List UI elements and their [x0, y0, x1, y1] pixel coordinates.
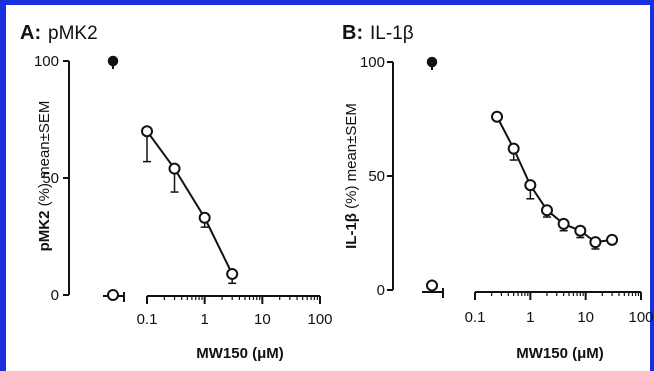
panel-a-letter: A:	[20, 22, 41, 44]
panel-a-ylabel-rest: (%) mean±SEM	[36, 101, 53, 211]
panel-b-control-point-filled	[426, 56, 438, 68]
panel-b-x-tick-label: 0.1	[465, 309, 486, 326]
panel-a-xlabel: MW150 (μM)	[196, 345, 284, 362]
panel-b-xlabel: MW150 (μM)	[516, 345, 604, 362]
panel-a-data-point	[226, 267, 239, 280]
panel-a-ylabel-bold: pMK2	[36, 211, 53, 252]
panel-a-data-point	[141, 125, 153, 138]
panel-a-title: pMK2	[48, 23, 98, 44]
panel-b-data-point	[557, 217, 570, 230]
panel-b-data-point	[491, 110, 504, 123]
frame-left-border	[0, 0, 6, 371]
panel-a-data-point	[198, 211, 211, 224]
panel-b-ylabel-rest: (%) mean±SEM	[343, 103, 360, 213]
panel-b-x-tick-label: 10	[577, 309, 594, 326]
panel-a-y-tick-label: 100	[34, 53, 59, 70]
panel-a-series-line	[146, 130, 234, 275]
panel-b-x-tick-label: 1	[526, 309, 534, 326]
panel-a-ylabel: pMK2 (%) mean±SEM	[36, 101, 53, 252]
panel-b-y-tick-label: 50	[368, 168, 385, 185]
panel-a-xlabel-unit: μM)	[257, 345, 284, 362]
panel-b-data-point	[589, 236, 602, 249]
panel-a-control-point-filled	[107, 55, 119, 67]
panel-b-x-tick-label: 100	[628, 309, 653, 326]
panel-a-x-tick-label: 10	[254, 311, 271, 328]
chart-marks: 0 50 100 0.1 1 10 100 0 50 100 0.1 1 10 100	[34, 53, 654, 328]
panel-a-y-tick-label: 50	[42, 170, 59, 187]
panel-b-letter: B:	[342, 22, 363, 44]
panel-b-data-point	[606, 233, 619, 246]
panel-a-control-point-open	[107, 289, 119, 301]
panel-b-y-tick-label: 100	[360, 54, 385, 71]
panel-b-control-point-open	[426, 279, 438, 292]
panel-a-x-tick-label: 0.1	[137, 311, 158, 328]
panel-b-series-line	[496, 116, 613, 244]
panel-a-x-tick-label: 1	[200, 311, 208, 328]
panel-b-xlabel-main: MW150 (	[516, 345, 577, 362]
panel-b-ylabel: IL-1β (%) mean±SEM	[343, 103, 360, 249]
panel-b-data-point	[574, 224, 587, 237]
frame-right-border	[650, 0, 654, 371]
panel-a-xlabel-main: MW150 (	[196, 345, 257, 362]
panel-b-ylabel-bold: IL-1β	[343, 213, 360, 249]
panel-a-x-tick-label: 100	[307, 311, 332, 328]
panel-b-title: IL-1β	[370, 23, 414, 44]
panel-b-data-point	[540, 204, 553, 217]
panel-a-data-point	[168, 162, 181, 175]
panel-a-y-tick-label: 0	[51, 287, 59, 304]
frame-top-border	[0, 0, 654, 5]
panel-b-data-point	[507, 142, 520, 155]
panel-b-xlabel-unit: μM)	[577, 345, 604, 362]
panel-b-y-tick-label: 0	[377, 282, 385, 299]
panel-b-data-point	[524, 179, 537, 192]
